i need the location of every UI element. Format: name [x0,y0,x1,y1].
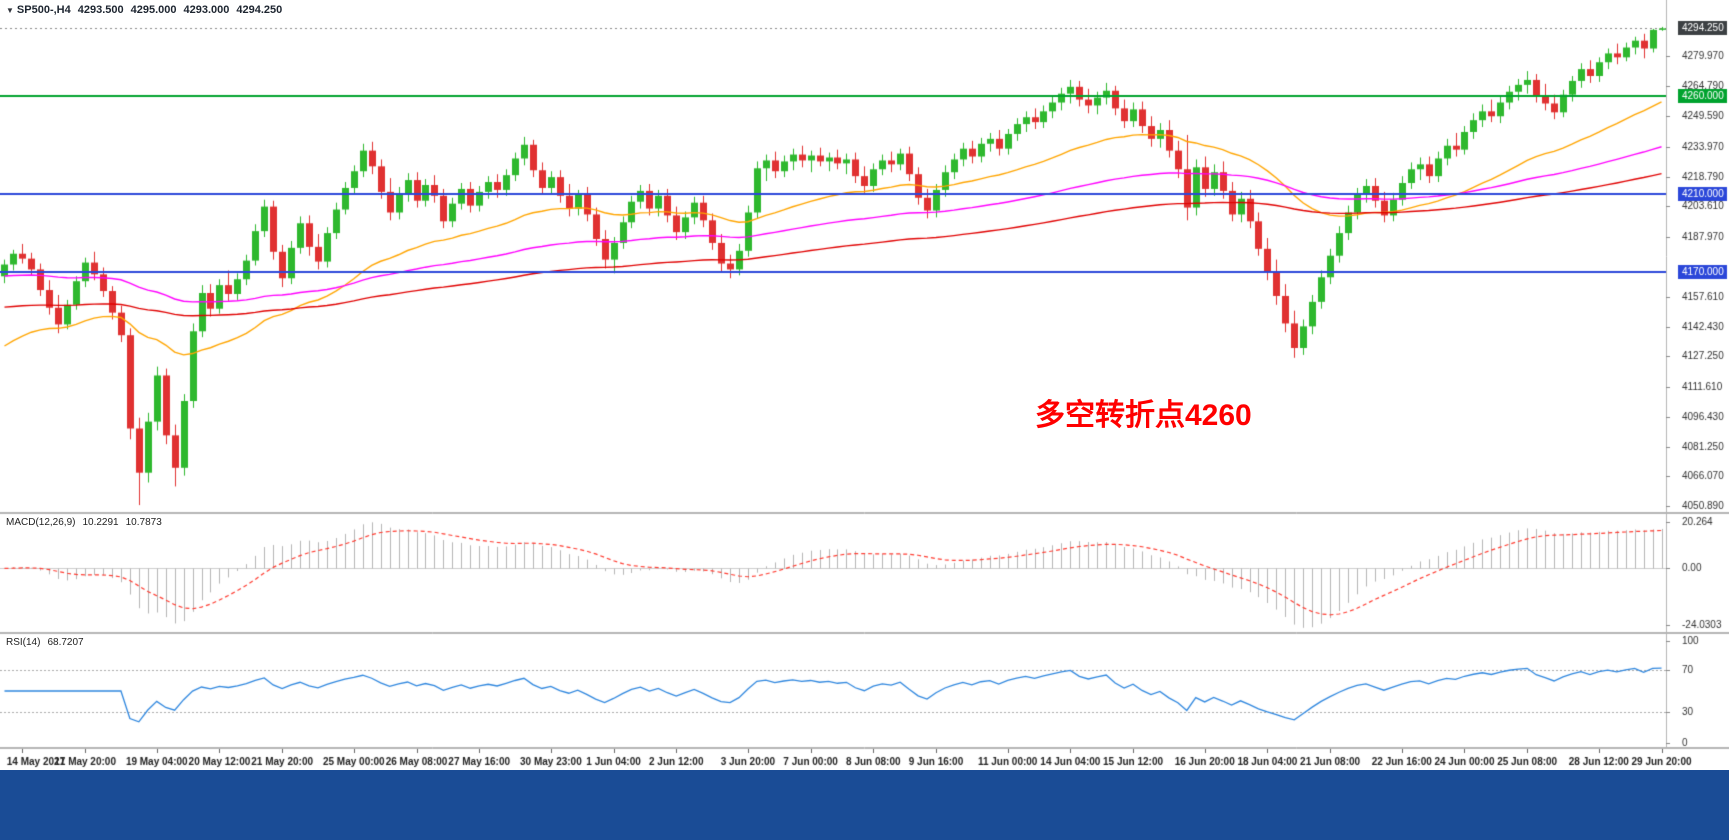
macd-header: MACD(12,26,9) 10.2291 10.7873 [6,517,162,528]
chart-header: ▼ SP500-,H4 4293.500 4295.000 4293.000 4294.2… [6,4,282,16]
ohlc-high: 4295.000 [130,4,177,16]
ohlc-low: 4293.000 [183,4,230,16]
main-chart-canvas[interactable] [0,0,1729,513]
rsi-indicator-label: RSI(14) [6,637,41,648]
macd-main-value: 10.2291 [82,517,119,528]
macd-signal-value: 10.7873 [125,517,162,528]
ohlc-open: 4293.500 [77,4,124,16]
rsi-header: RSI(14) 68.7207 [6,637,84,648]
ohlc-close: 4294.250 [236,4,283,16]
macd-indicator-label: MACD(12,26,9) [6,517,76,528]
rsi-value: 68.7207 [47,637,84,648]
symbol-dropdown-icon[interactable]: ▼ [6,6,14,15]
symbol-period-label: SP500-,H4 [16,4,71,16]
time-axis-canvas[interactable] [0,748,1729,770]
macd-panel-canvas[interactable] [0,513,1729,633]
bottom-bar [0,770,1729,840]
rsi-panel-canvas[interactable] [0,633,1729,748]
annotation-text: 多空转折点4260 [1035,399,1252,432]
